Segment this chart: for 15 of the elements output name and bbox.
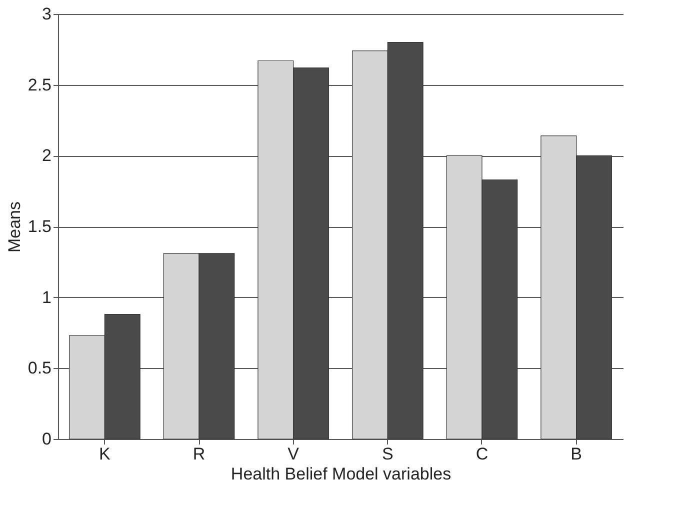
x-axis-title: Health Belief Model variables — [230, 464, 452, 484]
y-tick-label: 0.5 — [28, 358, 52, 378]
x-tick-label: V — [288, 444, 300, 464]
x-tick-label: C — [476, 444, 488, 464]
x-tick-label: R — [192, 444, 206, 464]
x-tick-label: B — [570, 444, 582, 464]
y-tick-label: 3 — [42, 4, 52, 24]
y-tick-label: 1.5 — [28, 217, 52, 236]
x-tick-label: K — [99, 444, 112, 464]
y-tick-label: 2.5 — [28, 75, 52, 94]
y-tick-label: 2 — [42, 146, 52, 166]
x-tick-label: S — [382, 444, 394, 464]
y-tick-label: 0 — [42, 430, 52, 448]
y-axis-title: Means — [4, 201, 24, 253]
y-tick-label: 1 — [42, 288, 52, 307]
